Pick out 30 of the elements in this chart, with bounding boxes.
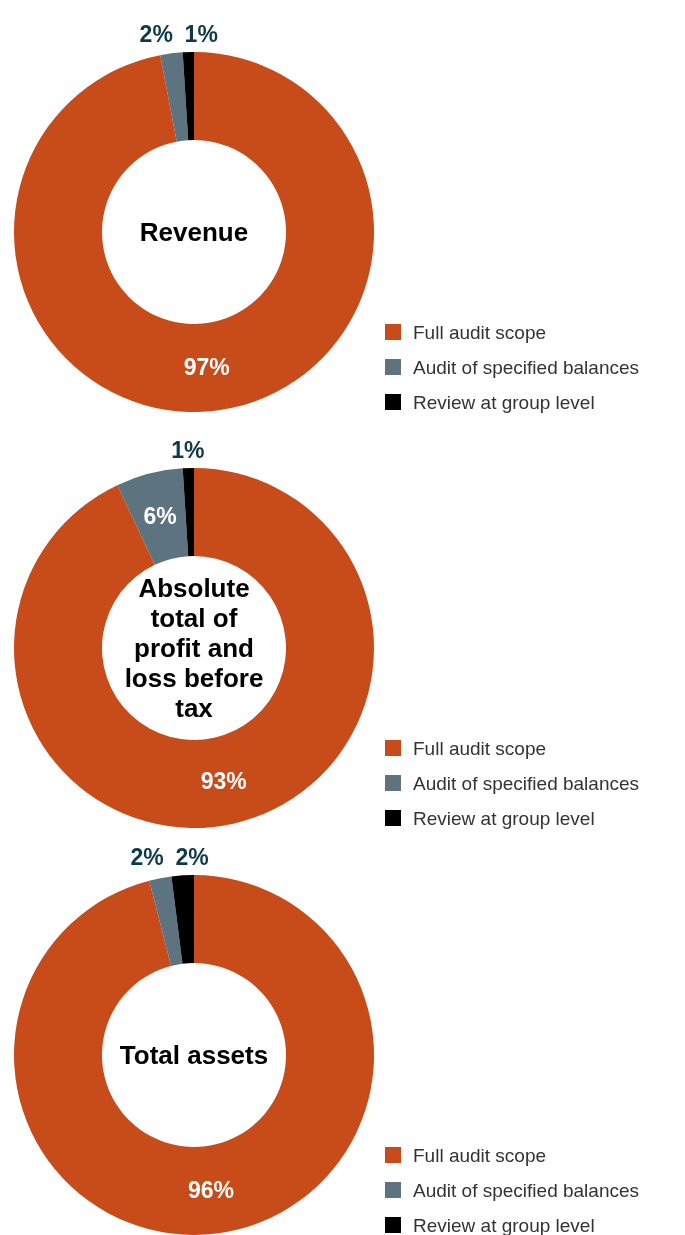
data-label: 96% (188, 1176, 235, 1203)
legend-label: Review at group level (413, 1214, 595, 1235)
data-label: 2% (139, 21, 173, 47)
data-label: 6% (143, 503, 177, 530)
donut-slice (14, 875, 374, 1235)
data-label: 1% (171, 437, 205, 463)
data-label: 93% (200, 767, 247, 794)
legend-label: Audit of specified balances (413, 356, 640, 378)
text: Absolute total of profit and loss before tax (124, 573, 264, 723)
donut-slice (14, 52, 374, 412)
donut-slice (160, 52, 189, 142)
legend-label: Full audit scope (413, 737, 547, 759)
text: Total assets (119, 1040, 269, 1071)
legend-label: Audit of specified balances (413, 772, 640, 794)
donut-slice (182, 52, 194, 141)
donut-slice (14, 468, 374, 828)
legend-label: Review at group level (413, 807, 595, 829)
legend-label: Full audit scope (413, 321, 547, 343)
data-label: 2% (130, 844, 164, 870)
legend-label: Audit of specified balances (413, 1179, 640, 1201)
legend-label: Review at group level (413, 391, 595, 413)
donut-slice (182, 468, 194, 557)
donut-slice (171, 875, 194, 964)
data-label: 2% (175, 844, 209, 870)
donut-slice (149, 876, 183, 966)
donut-slice (117, 468, 189, 565)
text: Revenue (139, 217, 249, 248)
data-label: 97% (183, 354, 230, 381)
data-label: 1% (184, 21, 218, 47)
legend-label: Full audit scope (413, 1144, 547, 1166)
